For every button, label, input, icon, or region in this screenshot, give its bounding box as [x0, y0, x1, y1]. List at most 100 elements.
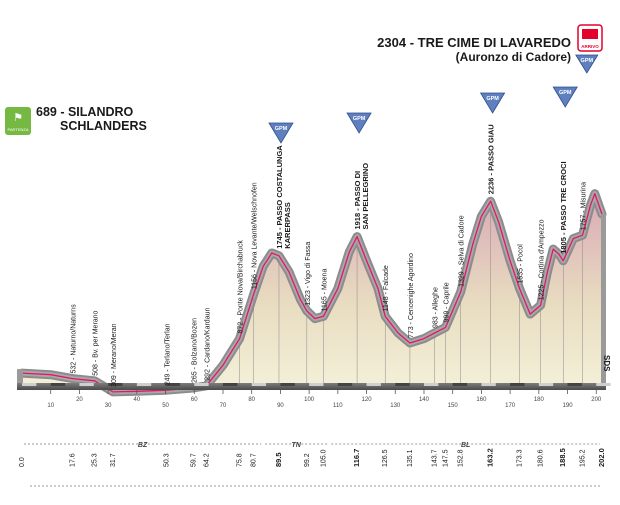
waypoint: 309 - Merano/Meran: [111, 323, 118, 387]
km-band-segment: [309, 383, 324, 386]
km-label: 89.5: [274, 452, 283, 467]
waypoint-label: 309 - Merano/Meran: [111, 323, 118, 387]
gpm-icon: GPM: [346, 112, 372, 134]
end-marker: SDS: [602, 355, 611, 372]
km-label: 116.7: [352, 449, 361, 467]
gpm-triangle: [552, 86, 578, 108]
province-label: BZ: [138, 442, 148, 449]
gpm-triangle: [346, 112, 372, 134]
km-label: 202.0: [597, 448, 606, 467]
x-tick-label: 120: [362, 397, 373, 403]
km-band-segment: [280, 383, 295, 386]
province-band: BZ: [24, 442, 262, 449]
x-tick-label: 30: [105, 403, 112, 409]
km-label: 163.2: [486, 448, 495, 467]
x-tick-label: 140: [419, 397, 430, 403]
waypoint-label: 2236 - PASSO GIAU: [487, 124, 496, 194]
finish-badge-label: ARRIVO: [581, 44, 599, 49]
waypoint-label: 1156 - Nova Levante/Welschnofen: [252, 182, 259, 289]
x-tick-label: 130: [390, 403, 401, 409]
waypoint-label: 773 - Cencenighe Agordino: [408, 253, 415, 338]
province-label: TN: [292, 442, 302, 449]
km-band-segment: [251, 383, 267, 386]
waypoint-label: 1535 - Pocol: [518, 244, 525, 284]
gpm-label: GPM: [486, 96, 499, 102]
waypoint-label: 1165 - Moena: [321, 269, 328, 312]
waypoint-label: 532 - Naturno/Naturns: [71, 304, 78, 374]
km-label: 31.7: [110, 453, 117, 467]
km-label: 180.6: [538, 449, 545, 467]
waypoint-label-line2: KARERPASS: [283, 202, 292, 249]
waypoint-label: 1745 - PASSO COSTALUNGA: [275, 145, 284, 249]
start-badge-label: PARTENZA: [8, 127, 29, 132]
waypoint: 1323 - Vigo di Fassa: [305, 242, 312, 306]
waypoint-label: 1757 - Misurina: [580, 182, 587, 230]
km-label: 126.5: [382, 449, 389, 467]
x-tick-label: 90: [277, 403, 284, 409]
gpm-triangle: [268, 122, 294, 144]
waypoint: 1165 - Moena: [321, 269, 328, 312]
svg-text:689 - SILANDRO: 689 - SILANDRO: [36, 105, 134, 119]
gpm-triangle: [575, 54, 599, 74]
waypoint-label: 508 - Bv. per Merano: [93, 310, 100, 375]
waypoint-label: 1805 - PASSO TRE CROCI: [559, 161, 568, 253]
x-tick-label: 180: [534, 397, 545, 403]
waypoint-label: 265 - Bolzano/Bozen: [191, 318, 198, 383]
x-tick-label: 150: [448, 403, 459, 409]
waypoint-label: 1225 - Cortina d'Ampezzo: [539, 219, 546, 300]
km-label: 64.2: [203, 453, 210, 467]
waypoint: 1535 - Pocol: [518, 244, 525, 284]
km-band-segment: [538, 383, 554, 386]
gpm-label: GPM: [581, 58, 594, 64]
km-band-segment: [395, 383, 410, 386]
province-label: BL: [461, 442, 470, 449]
km-label: 147.5: [443, 449, 450, 467]
start-name-de: SCHLANDERS: [60, 119, 147, 133]
waypoint: 1805 - PASSO TRE CROCI: [559, 161, 568, 253]
waypoint: 532 - Naturno/Naturns: [71, 304, 78, 374]
km-band-segment: [510, 383, 525, 386]
start-badge: ⚑ PARTENZA: [5, 107, 31, 135]
km-band-segment: [567, 383, 582, 386]
km-label: 99.2: [304, 453, 311, 467]
km-band-segment: [165, 383, 180, 386]
waypoint: 773 - Cencenighe Agordino: [408, 253, 415, 338]
km-label: 80.7: [251, 453, 258, 467]
x-tick-label: 110: [333, 403, 343, 409]
waypoint-label: 872 - Ponte Nova/Birchabruck: [238, 240, 245, 334]
waypoint-label: 983 - Alleghe: [433, 287, 440, 328]
waypoint: 1745 - PASSO COSTALUNGA KARERPASS: [275, 145, 292, 249]
x-tick-label: 10: [47, 403, 54, 409]
km-band-segment: [108, 383, 123, 386]
x-tick-label: 100: [304, 397, 315, 403]
x-tick-label: 170: [505, 403, 516, 409]
waypoint-label: 1918 - PASSO DI: [353, 171, 362, 230]
km-label: 17.6: [70, 453, 77, 467]
km-band-segment: [22, 383, 37, 386]
x-tick-label: 20: [76, 397, 83, 403]
km-band-segment: [50, 383, 66, 386]
km-band-segment: [481, 383, 496, 386]
svg-text:⚑: ⚑: [13, 112, 23, 124]
waypoint-label: 249 - Terlano/Terlan: [164, 323, 171, 385]
km-band-segment: [423, 383, 439, 386]
km-label: 50.3: [163, 453, 170, 467]
gpm-label: GPM: [353, 116, 366, 122]
waypoint-label: 1329 - Selva di Cadore: [459, 215, 466, 287]
svg-text:2304 - TRE CIME DI LAVAREDO: 2304 - TRE CIME DI LAVAREDO: [377, 35, 571, 50]
waypoint-label-line2: SAN PELLEGRINO: [361, 163, 370, 230]
x-tick-label: 200: [591, 397, 602, 403]
waypoint: 1148 - Falcade: [383, 265, 390, 311]
x-tick-label: 80: [248, 397, 255, 403]
km-band-segment: [337, 383, 353, 386]
waypoint: 999 - Caprile: [444, 282, 451, 322]
start-edge: [17, 369, 23, 383]
km-label: 59.7: [190, 453, 197, 467]
start-altitude: 689: [36, 105, 57, 119]
waypoint: 2236 - PASSO GIAU: [487, 124, 496, 194]
waypoint: 1329 - Selva di Cadore: [459, 215, 466, 287]
waypoint: 292 - Cardano/Kardaun: [204, 308, 211, 381]
gpm-label: GPM: [275, 126, 288, 132]
km-label: 75.8: [237, 453, 244, 467]
